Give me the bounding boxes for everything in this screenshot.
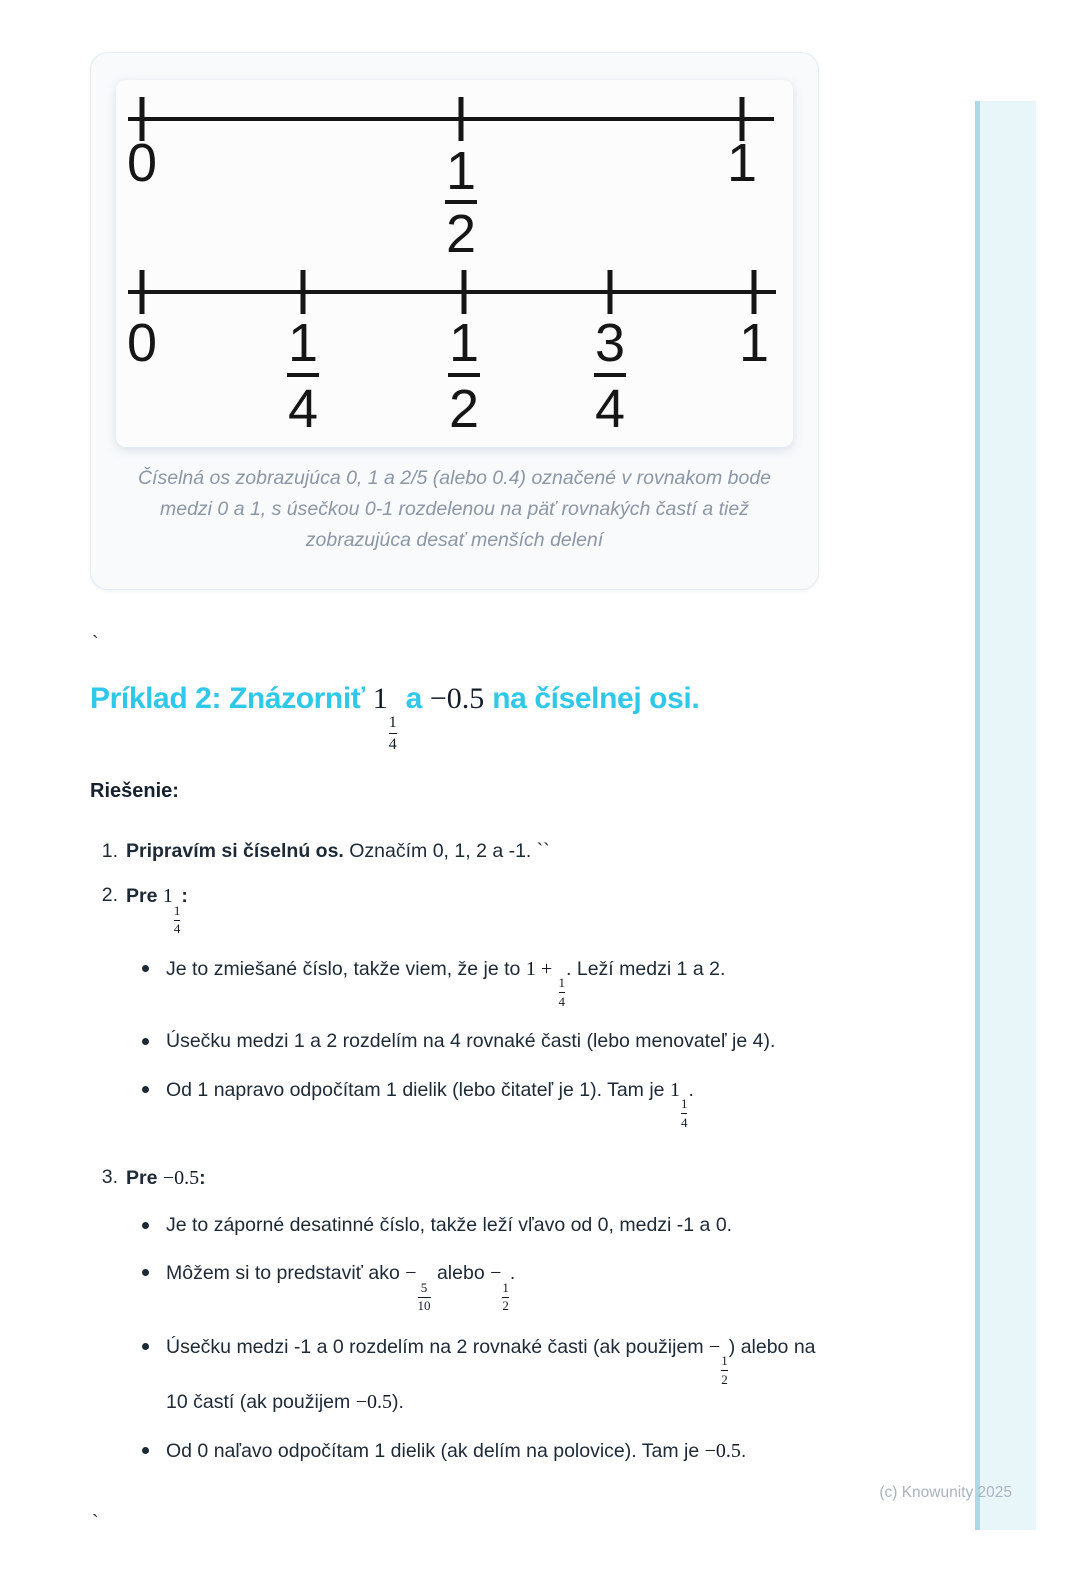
- bullet-dot: [142, 1342, 149, 1350]
- fraction: 5 10: [417, 1279, 431, 1314]
- tick-label-1: 1: [727, 133, 757, 193]
- svg-text:1: 1: [446, 141, 476, 201]
- step-1: 1. Pripravím si číselnú os. Označím 0, 1…: [90, 837, 826, 867]
- math-fraction-negative: −1 2: [490, 1262, 509, 1314]
- svg-text:3: 3: [595, 313, 625, 373]
- bullet-dot: [142, 1447, 149, 1455]
- svg-text:2: 2: [446, 204, 476, 264]
- tick-label-three-quarters: 3 4: [594, 313, 626, 439]
- step-number: 2.: [101, 884, 118, 907]
- tick-label-one-half: 1 2: [445, 141, 477, 264]
- bullet-item: Je to záporné desatinné číslo, takže lež…: [126, 1211, 826, 1241]
- math-decimal: −0.5: [704, 1440, 741, 1463]
- bullet-dot: [142, 1085, 149, 1093]
- math-fraction-negative: −5 10: [405, 1262, 431, 1314]
- number-line-2: 0 1 4 1 2 3 4: [127, 270, 776, 439]
- step-1-bold: Pripravím si číselnú os.: [126, 839, 344, 862]
- tick-label-1: 1: [739, 313, 769, 373]
- step-3: 3. Pre −0.5: Je to záporné desatinné čís…: [90, 1163, 826, 1484]
- solution-steps: 1. Pripravím si číselnú os. Označím 0, 1…: [90, 837, 826, 1485]
- math-decimal: −0.5: [355, 1391, 392, 1414]
- figure-card: 0 1 2 1 0: [90, 52, 819, 591]
- bullet-item: Je to zmiešané číslo, takže viem, že je …: [126, 954, 826, 1009]
- step-number: 3.: [101, 1166, 118, 1189]
- math-fraction-negative: −1 2: [709, 1335, 728, 1387]
- figure-caption: Číselná os zobrazujúca 0, 1 a 2/5 (alebo…: [137, 467, 772, 551]
- svg-text:1: 1: [288, 313, 318, 373]
- bullet-item: Od 0 naľavo odpočítam 1 dielik (ak delím…: [126, 1436, 826, 1467]
- heading-connector: a: [405, 682, 423, 716]
- math-decimal: −0.5: [162, 1167, 200, 1190]
- bullet-dot: [142, 1038, 149, 1046]
- step-1-rest: Označím 0, 1, 2 a -1. ``: [349, 839, 550, 862]
- number-line-figure: 0 1 2 1 0: [116, 80, 793, 447]
- heading-suffix: na číselnej osi.: [492, 682, 700, 716]
- heading-prefix: Príklad 2: Znázorniť: [90, 682, 365, 716]
- right-accent-bar: [975, 101, 1036, 1530]
- bullet-item: Úsečku medzi 1 a 2 rozdelím na 4 rovnaké…: [126, 1027, 826, 1057]
- tick-label-one-quarter: 1 4: [287, 313, 319, 439]
- step-3-label: Pre −0.5:: [126, 1167, 206, 1190]
- svg-text:1: 1: [449, 313, 479, 373]
- tick-label-0: 0: [127, 313, 157, 373]
- bullet-dot: [142, 1269, 149, 1277]
- bullet-dot: [142, 1221, 149, 1229]
- number-line-1: 0 1 2 1: [127, 97, 774, 264]
- bullet-item: Úsečku medzi -1 a 0 rozdelím na 2 rovnak…: [126, 1332, 826, 1418]
- svg-text:4: 4: [288, 379, 318, 439]
- math-expression: 1 +: [525, 957, 553, 980]
- bullet-dot: [142, 964, 149, 972]
- tick-label-0: 0: [127, 133, 157, 193]
- tick-label-one-half: 1 2: [448, 313, 480, 439]
- stray-backtick-top: `: [92, 633, 99, 656]
- heading-math-decimal: −0.5: [429, 682, 485, 716]
- step-number: 1.: [101, 839, 118, 862]
- svg-text:4: 4: [595, 379, 625, 439]
- bullet-item: Môžem si to predstaviť ako −5 10 alebo −1…: [126, 1258, 826, 1313]
- stray-backtick-bottom: `: [92, 1511, 99, 1534]
- number-lines-svg: 0 1 2 1 0: [127, 97, 776, 439]
- copyright: (c) Knowunity 2025: [879, 1484, 1012, 1501]
- solution-label: Riešenie:: [90, 779, 179, 802]
- page-content: 0 1 2 1 0: [90, 52, 826, 1535]
- bullet-item: Od 1 napravo odpočítam 1 dielik (lebo či…: [126, 1075, 826, 1130]
- svg-text:2: 2: [449, 379, 479, 439]
